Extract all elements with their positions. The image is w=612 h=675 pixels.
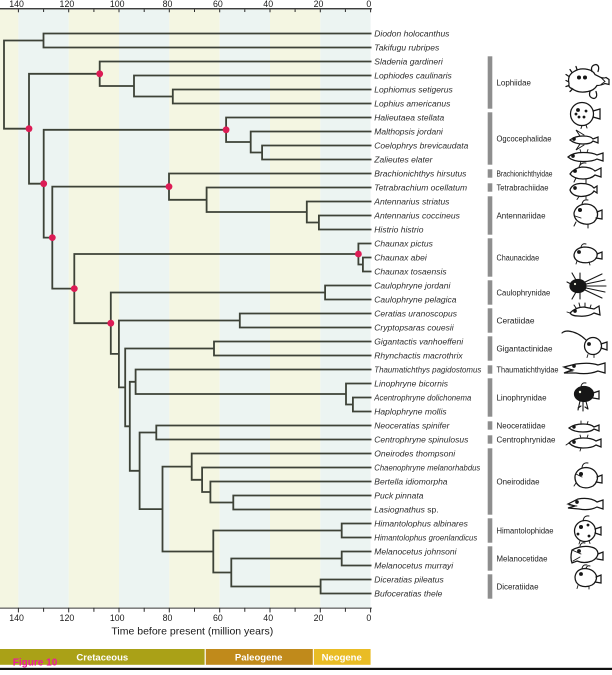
svg-text:0: 0 — [366, 613, 371, 623]
svg-text:120: 120 — [60, 613, 75, 623]
svg-text:Tetrabrachiidae: Tetrabrachiidae — [497, 183, 550, 192]
svg-text:100: 100 — [110, 0, 125, 9]
svg-text:Neoceratias spinifer: Neoceratias spinifer — [374, 421, 450, 431]
svg-text:Bertella idiomorpha: Bertella idiomorpha — [374, 477, 448, 487]
svg-text:100: 100 — [110, 613, 125, 623]
svg-text:140: 140 — [9, 613, 24, 623]
svg-text:0: 0 — [366, 0, 371, 9]
svg-text:Himantolophus albinares: Himantolophus albinares — [374, 519, 468, 529]
svg-text:Brachionichthys hirsutus: Brachionichthys hirsutus — [374, 169, 467, 179]
svg-text:Diceratiidae: Diceratiidae — [497, 582, 540, 591]
svg-text:Chaunax tosaensis: Chaunax tosaensis — [374, 267, 447, 277]
svg-text:Paleogene: Paleogene — [235, 653, 283, 664]
svg-text:Ogcocephalidae: Ogcocephalidae — [497, 134, 553, 143]
svg-text:Caulophryne pelagica: Caulophryne pelagica — [374, 295, 456, 305]
svg-text:Centrophrynidae: Centrophrynidae — [497, 435, 557, 444]
svg-text:80: 80 — [163, 613, 173, 623]
svg-text:40: 40 — [263, 0, 273, 9]
svg-text:Cryptopsaras couesii: Cryptopsaras couesii — [374, 323, 454, 333]
svg-text:Linophryne bicornis: Linophryne bicornis — [374, 379, 448, 389]
svg-text:Caulophryne jordani: Caulophryne jordani — [374, 281, 451, 291]
svg-text:Brachionichthyidae: Brachionichthyidae — [497, 169, 553, 178]
svg-text:Linophrynidae: Linophrynidae — [497, 393, 548, 402]
svg-text:40: 40 — [263, 613, 273, 623]
svg-text:Diceratias pileatus: Diceratias pileatus — [374, 575, 444, 585]
svg-text:Oneirodidae: Oneirodidae — [497, 477, 541, 486]
svg-text:Chaunax pictus: Chaunax pictus — [374, 239, 433, 249]
svg-text:60: 60 — [213, 613, 223, 623]
svg-text:Rhynchactis macrothrix: Rhynchactis macrothrix — [374, 351, 463, 361]
svg-text:Histrio histrio: Histrio histrio — [374, 225, 423, 235]
svg-text:120: 120 — [60, 0, 75, 9]
svg-text:Neoceratiidae: Neoceratiidae — [497, 421, 547, 430]
svg-text:Figure 10: Figure 10 — [13, 658, 58, 669]
svg-text:Sladenia gardineri: Sladenia gardineri — [374, 57, 444, 67]
svg-text:Haplophryne mollis: Haplophryne mollis — [374, 407, 447, 417]
svg-text:Centrophryne spinulosus: Centrophryne spinulosus — [374, 435, 469, 445]
svg-text:Time before present (million y: Time before present (million years) — [111, 626, 273, 638]
svg-text:Chaunax abei: Chaunax abei — [374, 253, 428, 263]
svg-text:Diodon holocanthus: Diodon holocanthus — [374, 29, 450, 39]
svg-text:Cretaceous: Cretaceous — [76, 653, 128, 664]
svg-text:Chaunacidae: Chaunacidae — [497, 253, 540, 262]
svg-text:Caulophrynidae: Caulophrynidae — [497, 288, 551, 297]
svg-text:Gigantactinidae: Gigantactinidae — [497, 344, 554, 353]
svg-text:Lophiodes caulinaris: Lophiodes caulinaris — [374, 71, 452, 81]
svg-text:80: 80 — [163, 0, 173, 9]
svg-text:Zalieutes elater: Zalieutes elater — [373, 155, 433, 165]
svg-text:140: 140 — [9, 0, 24, 9]
svg-text:Coelophrys brevicaudata: Coelophrys brevicaudata — [374, 141, 468, 151]
svg-text:Thaumatichthys pagidostomus: Thaumatichthys pagidostomus — [374, 365, 482, 375]
svg-text:Lophius americanus: Lophius americanus — [374, 99, 451, 109]
svg-text:Gigantactis vanhoeffeni: Gigantactis vanhoeffeni — [374, 337, 464, 347]
svg-text:Lophiomus setigerus: Lophiomus setigerus — [374, 85, 453, 95]
svg-text:Bufoceratias thele: Bufoceratias thele — [374, 589, 442, 599]
svg-text:Himantolophus groenlandicus: Himantolophus groenlandicus — [374, 533, 478, 543]
svg-text:Antennariidae: Antennariidae — [497, 211, 547, 220]
svg-text:Neogene: Neogene — [322, 653, 362, 664]
svg-text:Himantolophidae: Himantolophidae — [497, 526, 555, 535]
svg-text:Ceratiidae: Ceratiidae — [497, 316, 536, 325]
svg-text:Puck pinnata: Puck pinnata — [374, 491, 423, 501]
svg-text:Melanocetus johnsoni: Melanocetus johnsoni — [374, 547, 457, 557]
svg-text:Tetrabrachium ocellatum: Tetrabrachium ocellatum — [374, 183, 467, 193]
svg-text:Thaumatichthyidae: Thaumatichthyidae — [497, 365, 560, 374]
svg-text:Chaenophryne melanorhabdus: Chaenophryne melanorhabdus — [374, 463, 481, 473]
svg-text:Lasiognathus sp.: Lasiognathus sp. — [374, 505, 438, 515]
svg-text:Antennarius striatus: Antennarius striatus — [373, 197, 450, 207]
svg-text:Takifugu rubripes: Takifugu rubripes — [374, 43, 440, 53]
svg-text:Acentrophryne dolichonema: Acentrophryne dolichonema — [373, 393, 471, 403]
svg-text:Malthopsis jordani: Malthopsis jordani — [374, 127, 444, 137]
svg-text:Melanocetus murrayi: Melanocetus murrayi — [374, 561, 454, 571]
svg-text:60: 60 — [213, 0, 223, 9]
svg-text:Ceratias uranoscopus: Ceratias uranoscopus — [374, 309, 457, 319]
svg-text:Melanocetidae: Melanocetidae — [497, 554, 549, 563]
svg-text:Halieutaea stellata: Halieutaea stellata — [374, 113, 444, 123]
svg-text:20: 20 — [314, 0, 324, 9]
svg-text:20: 20 — [314, 613, 324, 623]
svg-text:Oneirodes thompsoni: Oneirodes thompsoni — [374, 449, 456, 459]
svg-text:Antennarius coccineus: Antennarius coccineus — [373, 211, 460, 221]
svg-text:Lophiidae: Lophiidae — [497, 78, 532, 87]
